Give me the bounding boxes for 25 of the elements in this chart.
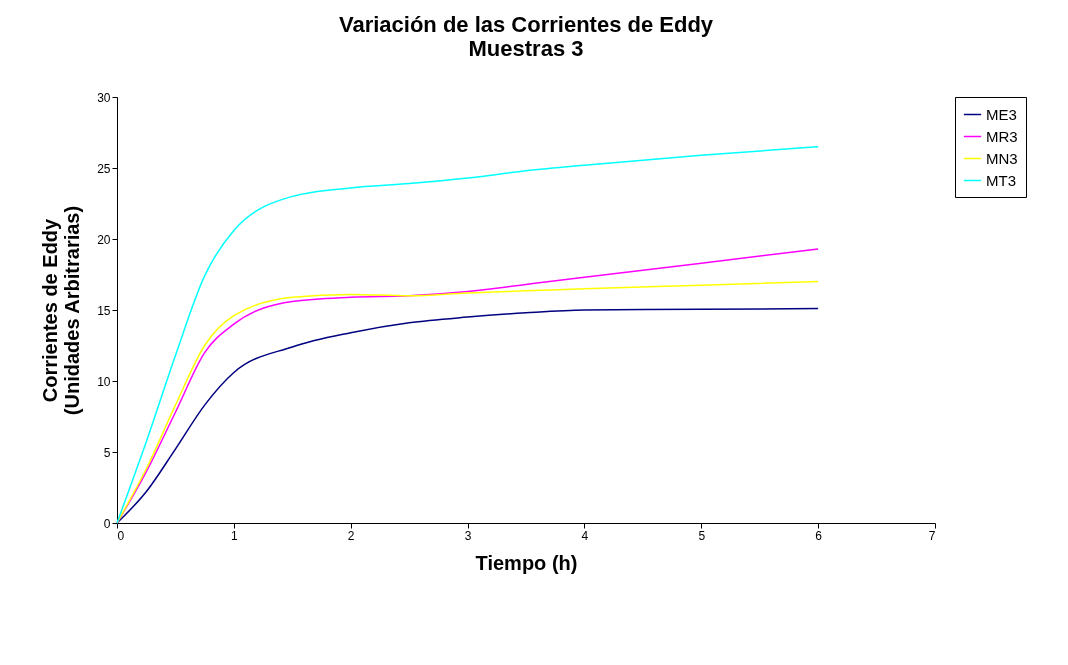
x-tick-label: 7 <box>928 528 936 543</box>
legend-label: MN3 <box>986 149 1018 167</box>
y-tick-label: 10 <box>97 374 111 389</box>
x-tick-label: 6 <box>815 528 823 543</box>
x-tick-label: 2 <box>347 528 355 543</box>
text: Corrientes de Eddy <box>39 218 62 403</box>
y-tick-label: 20 <box>97 232 111 247</box>
legend-label: MT3 <box>986 171 1016 189</box>
legend-label: MR3 <box>986 127 1018 145</box>
x-tick-label: 1 <box>231 528 239 543</box>
x-tick-label: 5 <box>698 528 706 543</box>
y-tick-label: 5 <box>103 445 111 460</box>
x-tick-label: 4 <box>581 528 589 543</box>
text: Variación de las Corrientes de Eddy <box>338 12 714 37</box>
legend-label: ME3 <box>986 105 1017 123</box>
x-tick-label: 0 <box>117 528 125 543</box>
text: Muestras 3 <box>468 36 584 61</box>
y-tick-label: 15 <box>97 303 111 318</box>
x-axis-title: Tiempo (h) <box>475 551 578 574</box>
y-tick-label: 30 <box>97 90 111 105</box>
y-tick-label: 25 <box>97 161 111 176</box>
y-tick-label: 0 <box>103 516 111 531</box>
x-tick-label: 3 <box>464 528 472 543</box>
text: (Unidades Arbitrarias) <box>61 205 84 416</box>
line-series <box>116 145 819 524</box>
